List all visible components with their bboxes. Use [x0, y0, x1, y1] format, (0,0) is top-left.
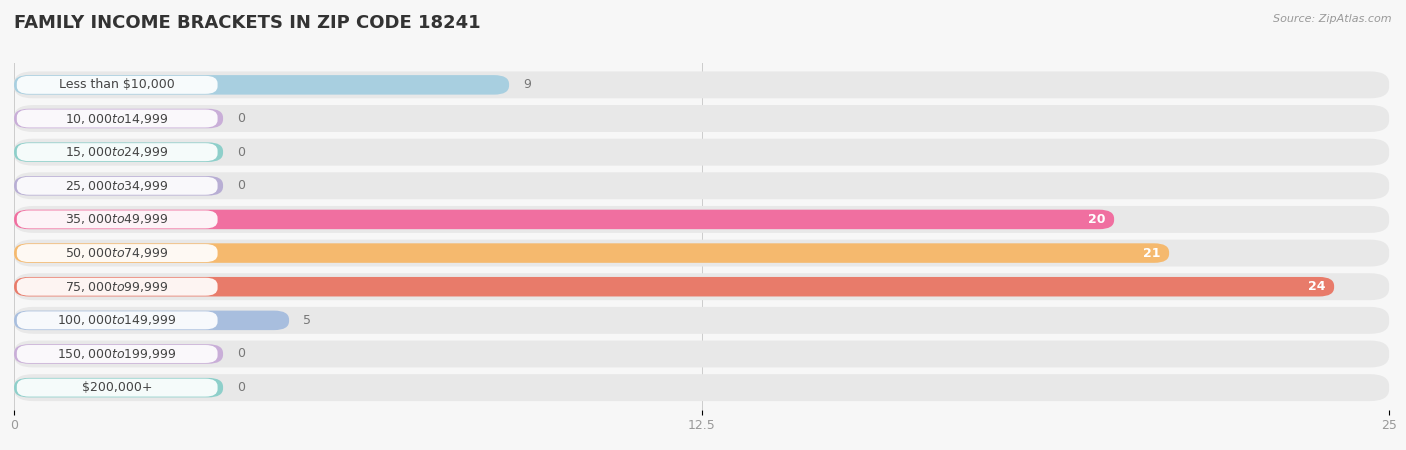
Text: Source: ZipAtlas.com: Source: ZipAtlas.com	[1274, 14, 1392, 23]
Text: $35,000 to $49,999: $35,000 to $49,999	[66, 212, 169, 226]
Text: $15,000 to $24,999: $15,000 to $24,999	[66, 145, 169, 159]
Text: 0: 0	[236, 347, 245, 360]
FancyBboxPatch shape	[14, 176, 224, 196]
FancyBboxPatch shape	[17, 345, 218, 363]
Text: $25,000 to $34,999: $25,000 to $34,999	[66, 179, 169, 193]
FancyBboxPatch shape	[14, 344, 224, 364]
Text: FAMILY INCOME BRACKETS IN ZIP CODE 18241: FAMILY INCOME BRACKETS IN ZIP CODE 18241	[14, 14, 481, 32]
Text: $150,000 to $199,999: $150,000 to $199,999	[58, 347, 177, 361]
Text: Less than $10,000: Less than $10,000	[59, 78, 176, 91]
Text: 5: 5	[302, 314, 311, 327]
FancyBboxPatch shape	[17, 109, 218, 127]
FancyBboxPatch shape	[14, 142, 224, 162]
Text: $100,000 to $149,999: $100,000 to $149,999	[58, 313, 177, 327]
FancyBboxPatch shape	[14, 206, 1389, 233]
FancyBboxPatch shape	[14, 75, 509, 94]
FancyBboxPatch shape	[14, 109, 224, 128]
Text: $200,000+: $200,000+	[82, 381, 152, 394]
FancyBboxPatch shape	[14, 172, 1389, 199]
Text: 20: 20	[1088, 213, 1107, 226]
FancyBboxPatch shape	[14, 139, 1389, 166]
Text: $10,000 to $14,999: $10,000 to $14,999	[66, 112, 169, 126]
FancyBboxPatch shape	[17, 244, 218, 262]
FancyBboxPatch shape	[17, 378, 218, 396]
Text: 0: 0	[236, 381, 245, 394]
FancyBboxPatch shape	[14, 273, 1389, 300]
Text: 0: 0	[236, 146, 245, 159]
FancyBboxPatch shape	[14, 341, 1389, 368]
FancyBboxPatch shape	[14, 307, 1389, 334]
Text: 24: 24	[1309, 280, 1326, 293]
Text: $50,000 to $74,999: $50,000 to $74,999	[66, 246, 169, 260]
FancyBboxPatch shape	[17, 76, 218, 94]
FancyBboxPatch shape	[17, 177, 218, 195]
FancyBboxPatch shape	[14, 72, 1389, 98]
Text: 21: 21	[1143, 247, 1161, 260]
Text: 0: 0	[236, 112, 245, 125]
Text: $75,000 to $99,999: $75,000 to $99,999	[66, 280, 169, 294]
FancyBboxPatch shape	[14, 243, 1170, 263]
FancyBboxPatch shape	[14, 105, 1389, 132]
FancyBboxPatch shape	[14, 378, 224, 397]
FancyBboxPatch shape	[14, 277, 1334, 297]
FancyBboxPatch shape	[17, 143, 218, 161]
FancyBboxPatch shape	[14, 310, 290, 330]
FancyBboxPatch shape	[17, 278, 218, 296]
Text: 0: 0	[236, 179, 245, 192]
FancyBboxPatch shape	[17, 311, 218, 329]
FancyBboxPatch shape	[14, 239, 1389, 266]
FancyBboxPatch shape	[17, 211, 218, 229]
FancyBboxPatch shape	[14, 210, 1114, 229]
Text: 9: 9	[523, 78, 530, 91]
FancyBboxPatch shape	[14, 374, 1389, 401]
